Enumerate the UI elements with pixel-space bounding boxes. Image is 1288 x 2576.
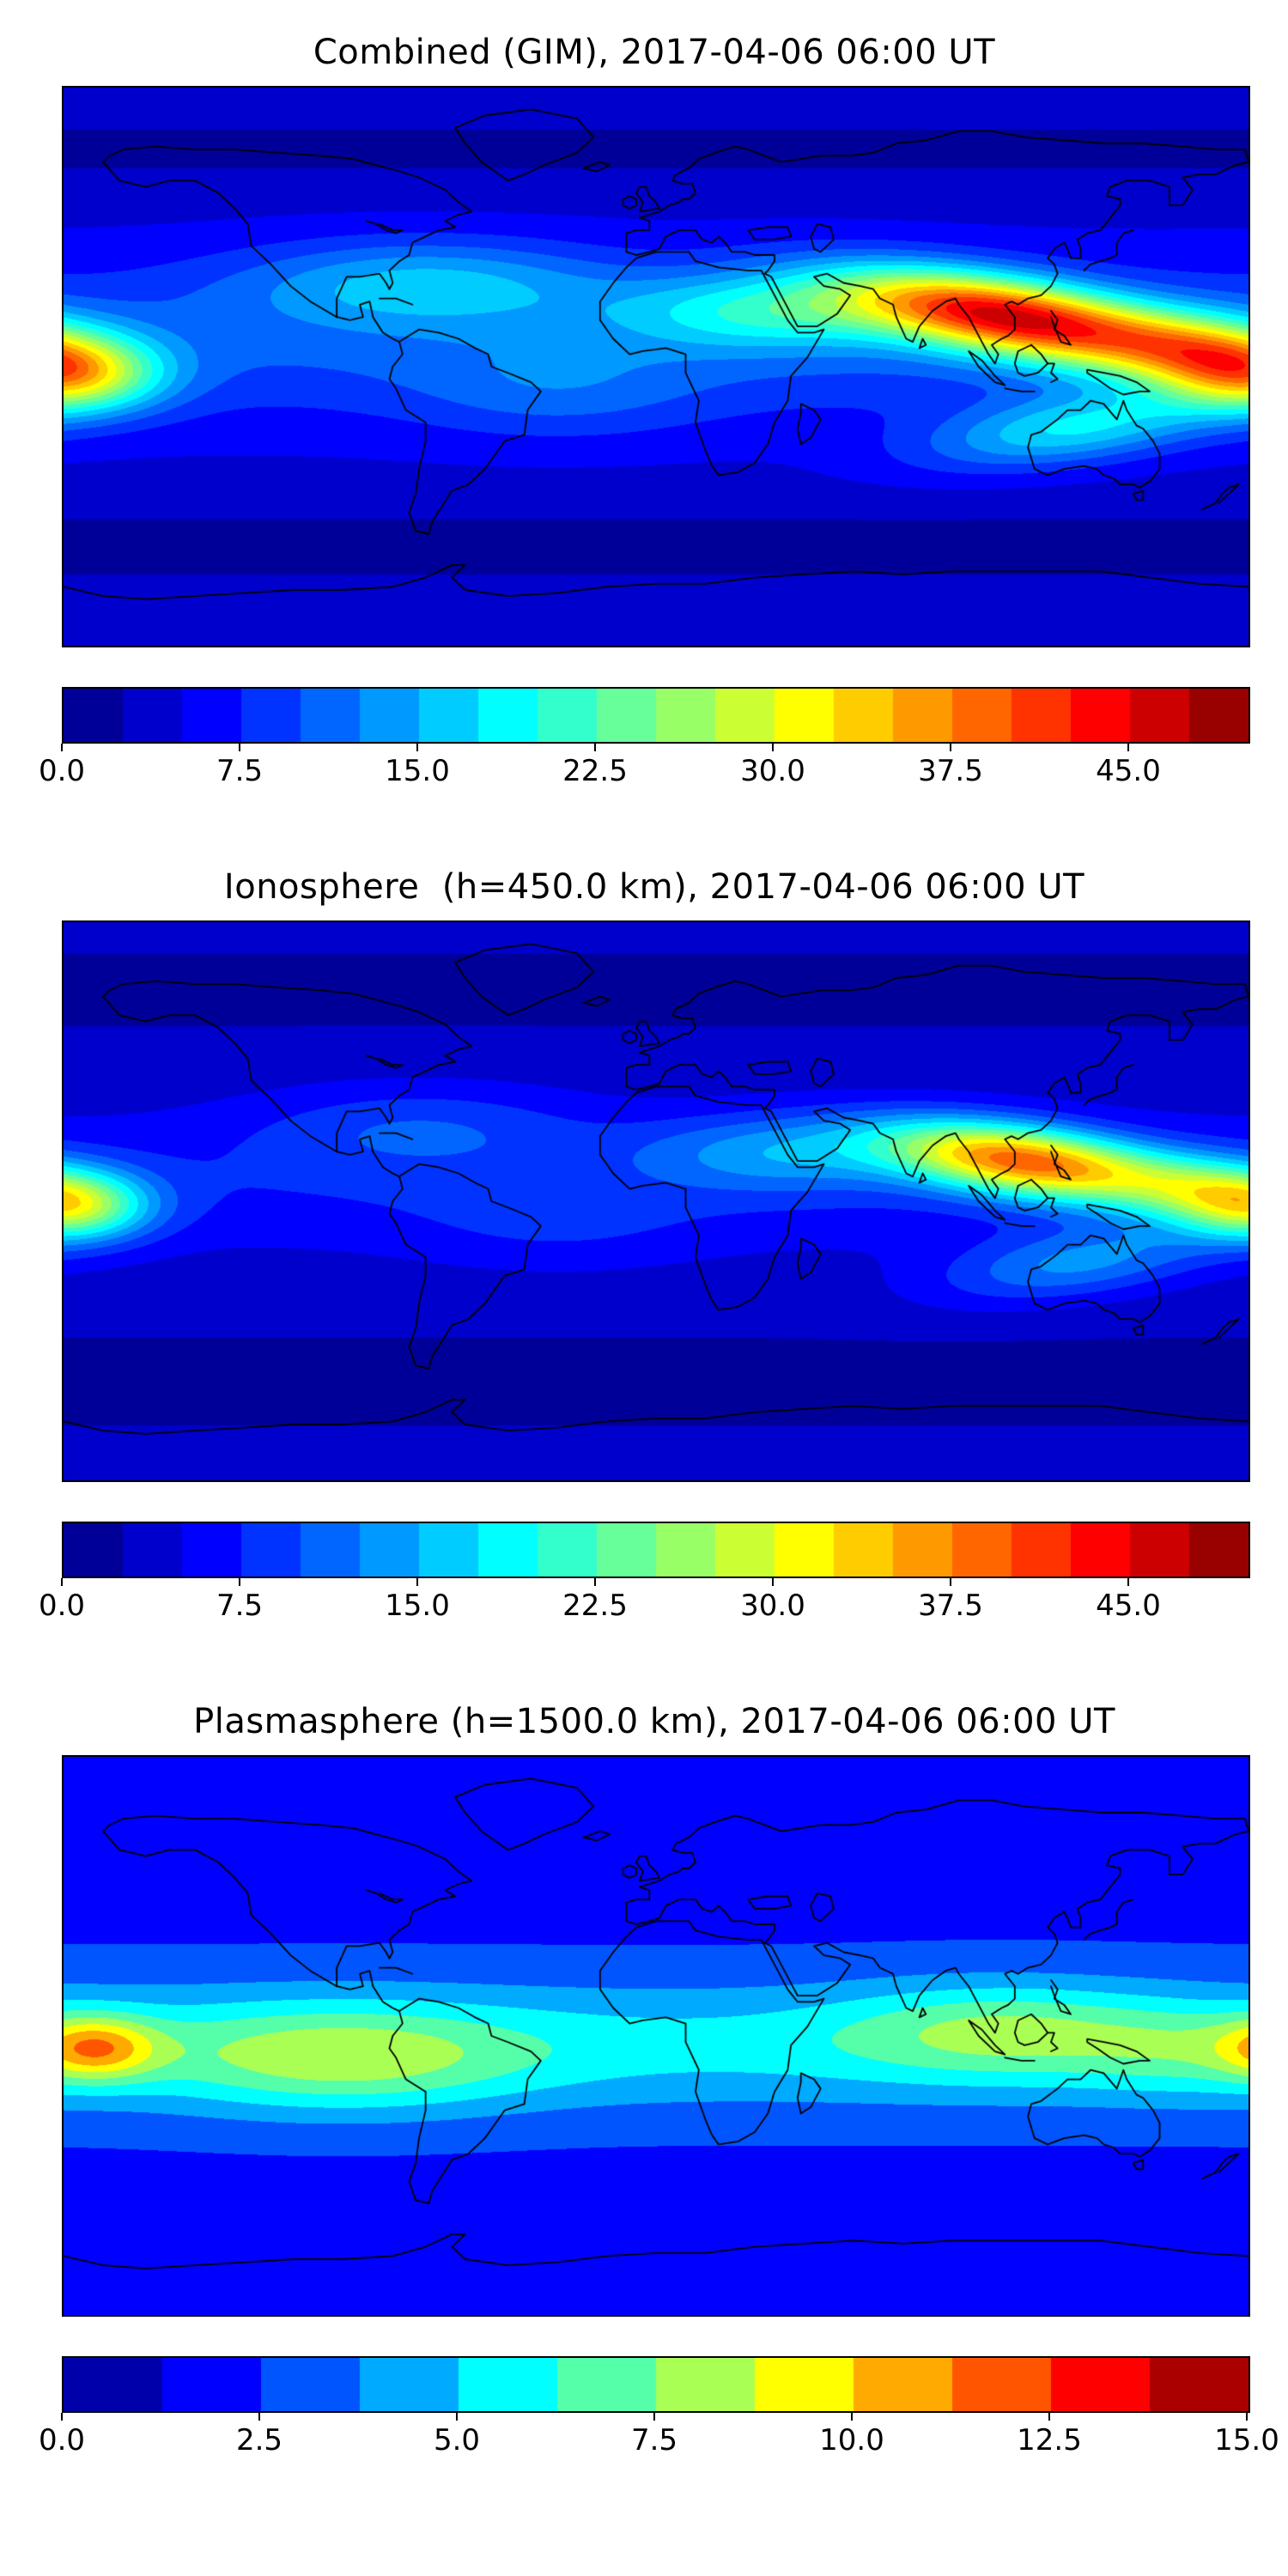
colorbar-tick-label: 22.5 [562, 754, 628, 788]
colorbar-tick [772, 1578, 774, 1586]
colorbar-ticks-ionosphere: 0.0 7.5 15.0 22.5 30.0 37.5 45.0 [39, 1578, 1247, 1628]
colorbar-tick [1127, 744, 1129, 751]
colorbar-tick-label: 7.5 [216, 1589, 264, 1623]
world-tec-map-plasmasphere [62, 1755, 1250, 2317]
panel-title-combined: Combined (GIM), 2017-04-06 06:00 UT [313, 33, 996, 72]
colorbar-tick-label: 10.0 [819, 2423, 884, 2458]
colorbar-tick [772, 744, 774, 751]
colorbar-tick-label: 37.5 [918, 754, 983, 788]
colorbar-tick [653, 2413, 655, 2421]
colorbar-plasmasphere [62, 2356, 1250, 2413]
colorbar-tick-label: 45.0 [1096, 1589, 1161, 1623]
colorbar-tick [950, 1578, 951, 1586]
world-tec-map-combined [62, 86, 1250, 647]
colorbar-tick-label: 22.5 [562, 1589, 628, 1623]
colorbar-tick-label: 2.5 [235, 2423, 283, 2458]
colorbar-tick [594, 744, 596, 751]
colorbar-tick-label: 37.5 [918, 1589, 983, 1623]
colorbar-tick [950, 744, 951, 751]
panel-title-ionosphere: Ionosphere (h=450.0 km), 2017-04-06 06:0… [223, 867, 1085, 907]
panel-combined-gim: Combined (GIM), 2017-04-06 06:00 UT 0.0 7… [39, 33, 1250, 793]
world-tec-map-ionosphere [62, 920, 1250, 1482]
colorbar-tick-label: 0.0 [38, 754, 86, 788]
colorbar-tick-label: 5.0 [433, 2423, 481, 2458]
colorbar-tick [61, 744, 63, 751]
colorbar-combined [62, 687, 1250, 744]
colorbar-ticks-combined: 0.0 7.5 15.0 22.5 30.0 37.5 45.0 [39, 744, 1247, 793]
colorbar-ionosphere [62, 1522, 1250, 1578]
colorbar-tick-label: 15.0 [385, 1589, 450, 1623]
colorbar-tick [61, 2413, 63, 2421]
colorbar-tick [455, 2413, 458, 2421]
tec-maps-figure: Combined (GIM), 2017-04-06 06:00 UT 0.0 7… [39, 33, 1279, 2463]
colorbar-tick-label: 15.0 [385, 754, 450, 788]
panel-title-plasmasphere: Plasmasphere (h=1500.0 km), 2017-04-06 0… [193, 1702, 1115, 1741]
colorbar-tick-label: 0.0 [38, 2423, 86, 2458]
colorbar-tick-label: 45.0 [1096, 754, 1161, 788]
colorbar-tick [594, 1578, 596, 1586]
colorbar-ticks-plasmasphere: 0.0 2.5 5.0 7.5 10.0 12.5 15.0 [39, 2413, 1279, 2463]
panel-ionosphere: Ionosphere (h=450.0 km), 2017-04-06 06:0… [39, 867, 1250, 1628]
colorbar-tick-label: 7.5 [630, 2423, 678, 2458]
colorbar-tick [416, 1578, 418, 1586]
colorbar-tick [239, 1578, 240, 1586]
colorbar-tick-label: 30.0 [740, 1589, 805, 1623]
colorbar-tick [258, 2413, 260, 2421]
colorbar-tick-label: 15.0 [1214, 2423, 1279, 2458]
colorbar-tick [1127, 1578, 1129, 1586]
colorbar-tick [1048, 2413, 1050, 2421]
colorbar-tick-label: 30.0 [740, 754, 805, 788]
panel-plasmasphere: Plasmasphere (h=1500.0 km), 2017-04-06 0… [39, 1702, 1279, 2463]
colorbar-tick-label: 7.5 [216, 754, 264, 788]
colorbar-tick [416, 744, 418, 751]
colorbar-tick-label: 12.5 [1017, 2423, 1082, 2458]
colorbar-tick [61, 1578, 63, 1586]
colorbar-tick-label: 0.0 [38, 1589, 86, 1623]
colorbar-tick [1246, 2413, 1248, 2421]
colorbar-tick [239, 744, 240, 751]
colorbar-tick [850, 2413, 853, 2421]
